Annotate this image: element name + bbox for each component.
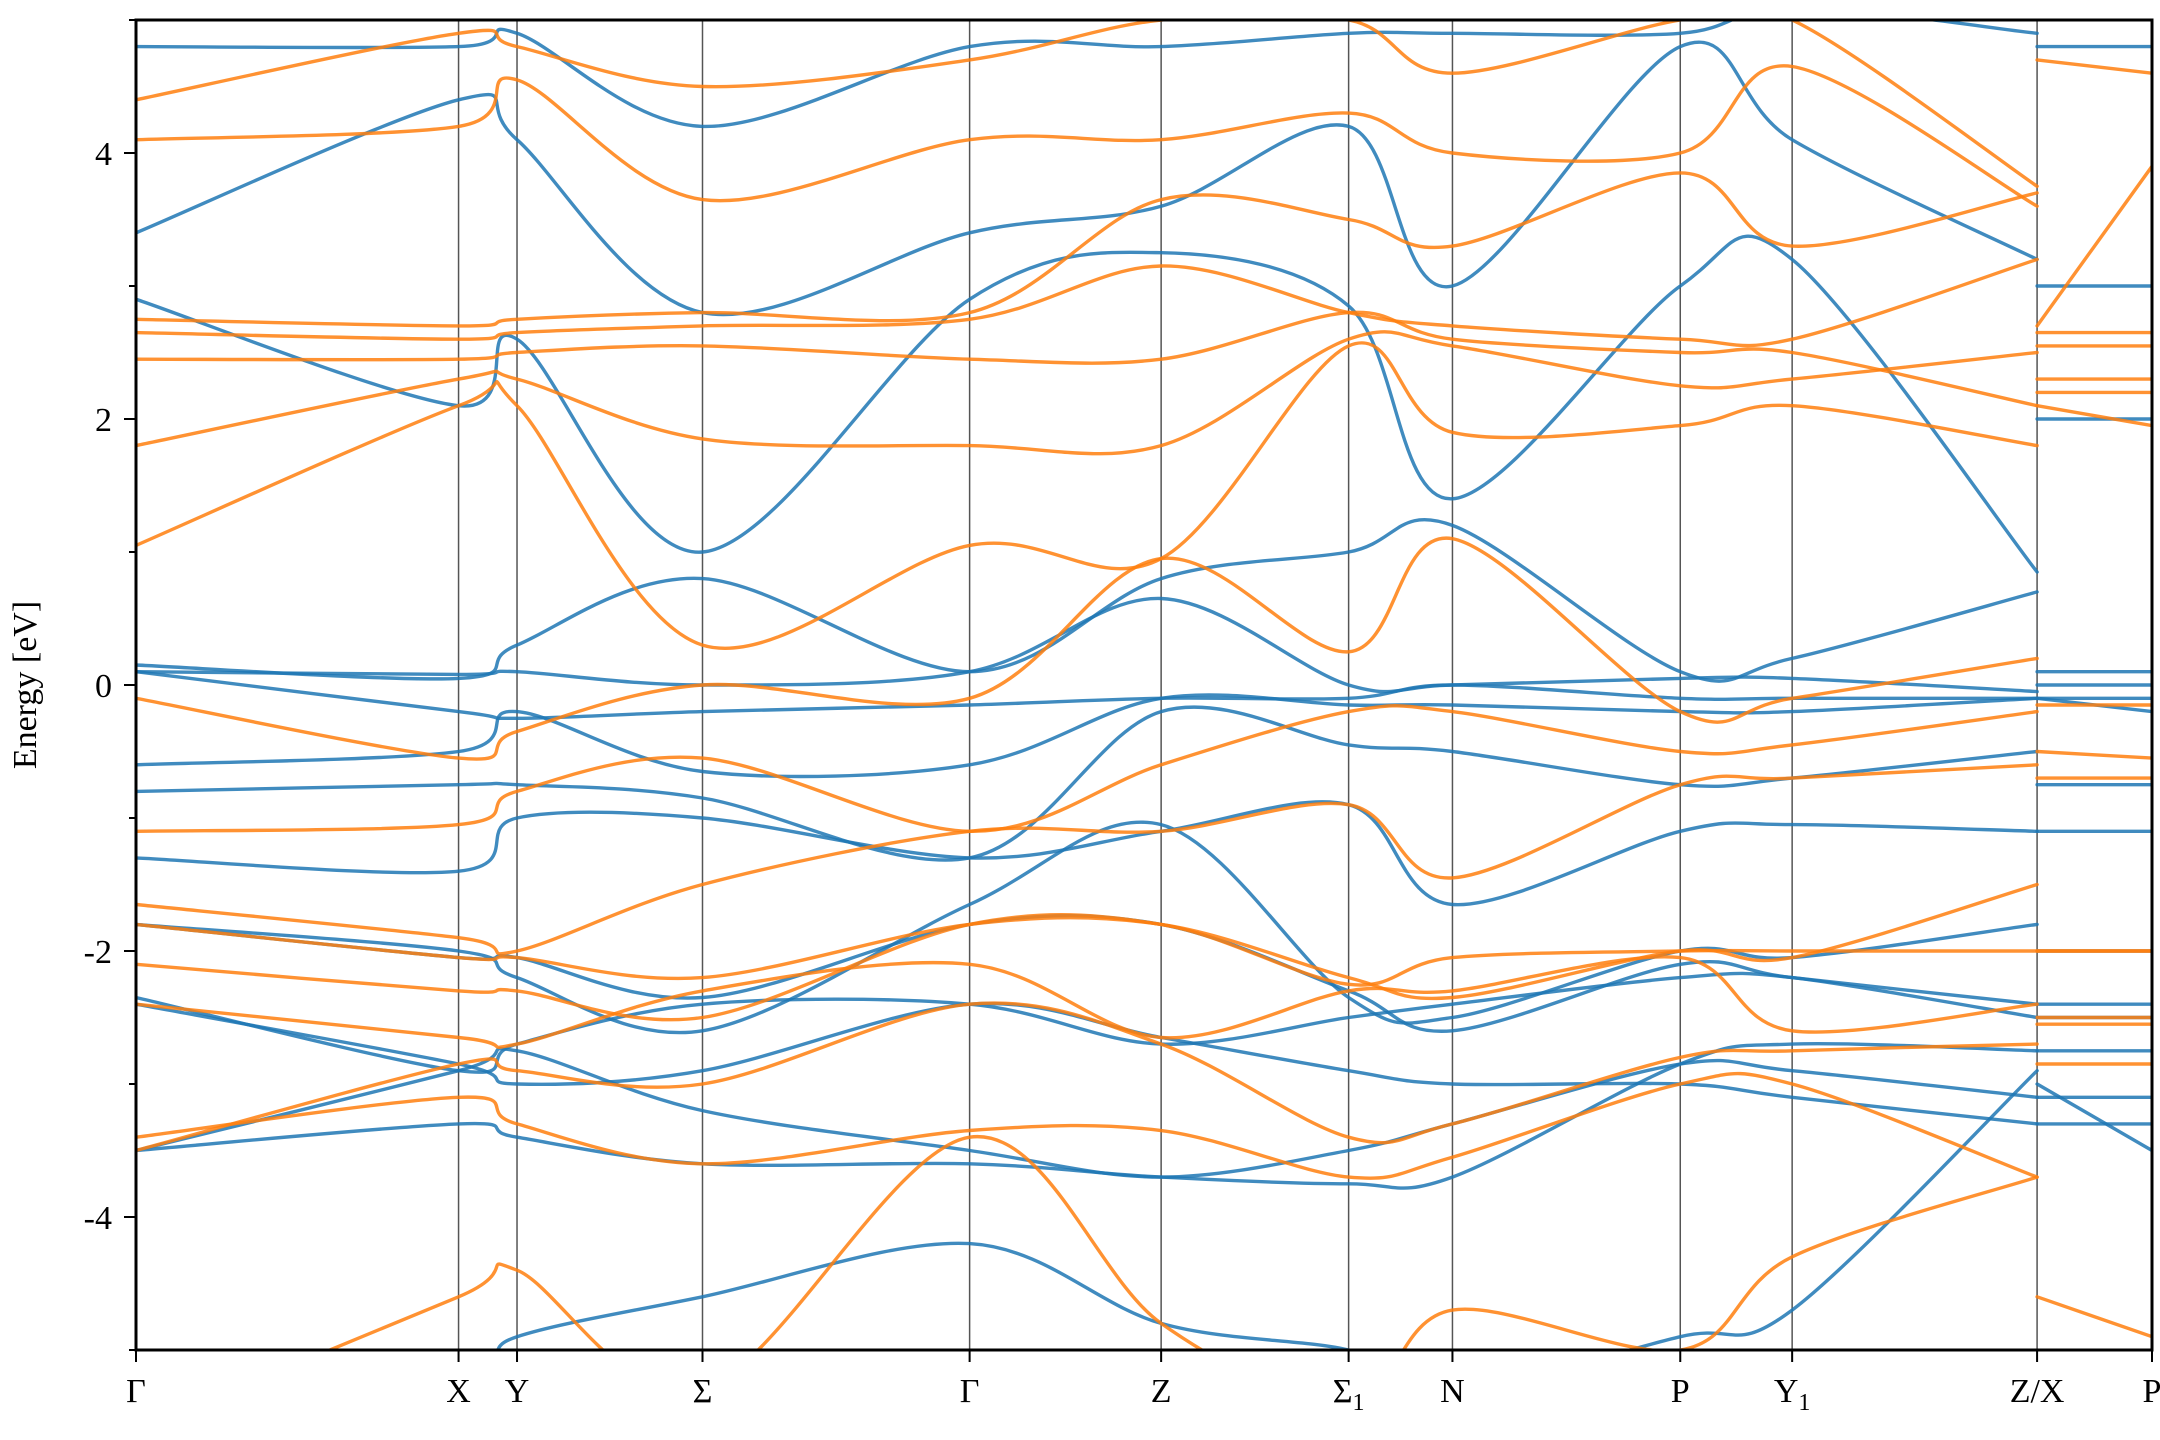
- band-line-series-2: [136, 171, 2039, 328]
- x-tick-label: Z: [1151, 1373, 1172, 1410]
- band-line-series-1: [136, 518, 2039, 683]
- band-line-series-1: [136, 705, 2039, 862]
- band-line-series-2: [136, 704, 2039, 834]
- x-tick-label: Y: [505, 1373, 530, 1410]
- band-line-series-2: [2035, 164, 2152, 328]
- band-line-series-1: [136, 1047, 2039, 1179]
- band-line-series-2: [325, 1135, 2039, 1350]
- y-axis-ticks: -4 -2 0 2 4: [84, 19, 136, 1351]
- band-line-series-2: [2035, 58, 2152, 75]
- band-line-series-1: [136, 234, 2039, 574]
- x-tick-label: Γ: [126, 1373, 146, 1410]
- x-tick-label: Σ: [693, 1373, 713, 1410]
- band-line-series-1: [136, 820, 2039, 1035]
- x-tick-label: N: [1440, 1373, 1465, 1410]
- y-tick-label: -4: [84, 1200, 112, 1237]
- band-line-series-2: [136, 330, 2039, 456]
- x-tick-label: Γ: [960, 1373, 980, 1410]
- band-line-series-2: [136, 955, 2039, 1050]
- band-line-series-1: [136, 40, 2039, 317]
- band-line-series-1: [136, 971, 2039, 1074]
- x-axis-ticks: Γ X Y Σ Γ Z Σ1 N P Y1 Z/X P: [126, 1350, 2160, 1416]
- band-line-series-2: [136, 310, 2039, 408]
- band-line-series-1: [136, 670, 2039, 721]
- band-line-series-2: [136, 1001, 2039, 1153]
- band-line-series-2: [136, 1071, 2039, 1180]
- y-tick-label: 0: [95, 668, 112, 705]
- band-line-series-1: [136, 596, 2039, 694]
- y-tick-label: 2: [95, 402, 112, 439]
- band-line-series-2: [136, 763, 2039, 956]
- y-tick-label: 4: [95, 136, 112, 173]
- x-tick-label: P: [1671, 1373, 1690, 1410]
- band-line-series-2: [136, 341, 2039, 650]
- band-line-series-2: [2035, 749, 2152, 760]
- band-line-series-1: [136, 693, 2039, 779]
- band-line-series-2: [2035, 404, 2152, 428]
- band-lines: [136, 20, 2152, 1350]
- y-axis-label: Energy [eV]: [7, 601, 44, 769]
- y-tick-label: -2: [84, 934, 112, 971]
- x-tick-label: Σ1: [1333, 1373, 1365, 1416]
- band-line-series-2: [136, 64, 2039, 208]
- band-line-series-2: [136, 20, 2039, 188]
- band-line-series-1: [2035, 1082, 2152, 1153]
- x-tick-label: X: [446, 1373, 471, 1410]
- band-line-series-2: [136, 257, 2039, 348]
- band-line-series-2: [2035, 1295, 2152, 1339]
- band-line-series-1: [496, 1069, 2039, 1350]
- x-tick-label: Z/X: [2010, 1373, 2065, 1410]
- x-tick-label: Y1: [1774, 1373, 1811, 1416]
- band-line-series-2: [136, 882, 2039, 1001]
- x-tick-label: P: [2143, 1373, 2160, 1410]
